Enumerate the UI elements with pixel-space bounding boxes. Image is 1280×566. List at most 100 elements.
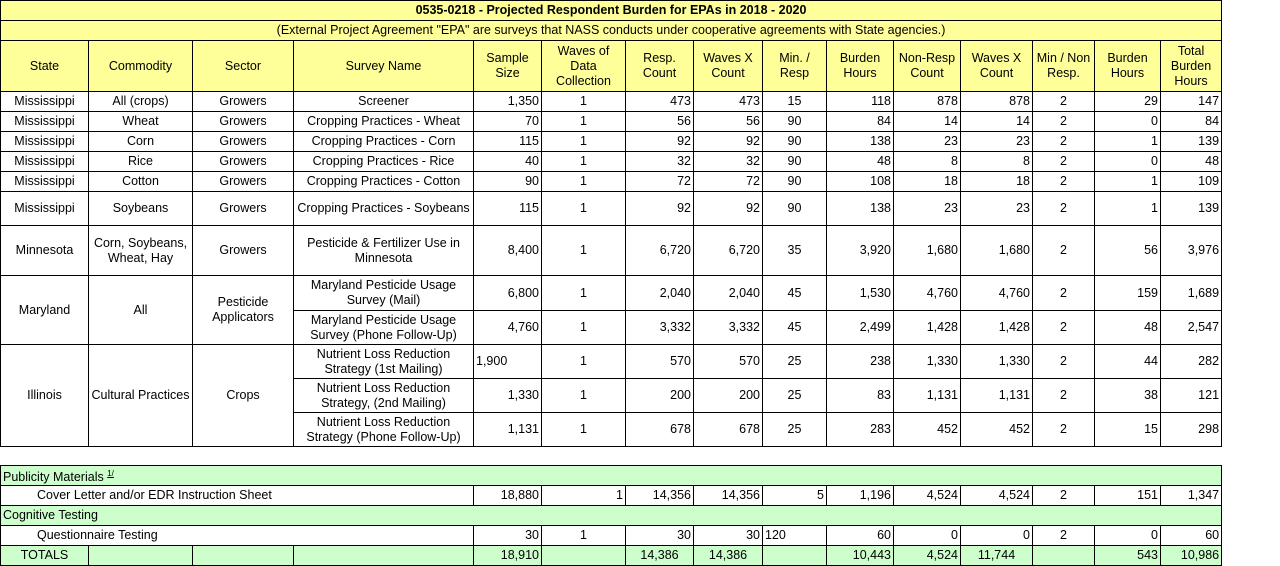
- table-row: Mississippi Soybeans Growers Cropping Pract…: [0, 191, 1223, 226]
- column-header: Burden Hours: [826, 40, 894, 92]
- cell-sample-size: 40: [473, 151, 542, 172]
- cell-state: Mississippi: [0, 171, 89, 192]
- cell-waves-x-count: 4,760: [960, 275, 1033, 311]
- cell-burden-hours: 15: [1094, 412, 1161, 447]
- cell-non-resp-count: 8: [893, 151, 961, 172]
- cell-total-burden-hours: 282: [1159, 344, 1223, 379]
- cell-waves-of-data-collection: 1: [541, 91, 626, 112]
- cell-value: 2: [1032, 485, 1095, 507]
- cell-waves-x-count: 14: [960, 111, 1033, 132]
- cell-burden-hours: 118: [826, 91, 894, 112]
- cell-waves-x-count: 8: [960, 151, 1033, 172]
- cell-value: 14,356: [693, 485, 763, 507]
- cell-waves-x-count: 32: [693, 151, 763, 172]
- cell-waves-x-count: 6,720: [693, 225, 763, 276]
- section-label: Cognitive Testing: [0, 505, 1223, 527]
- cell-value: 4,524: [960, 485, 1033, 507]
- cell-survey-name: Pesticide & Fertilizer Use in Minnesota: [293, 225, 474, 276]
- cell-survey-name: Screener: [293, 91, 474, 112]
- cell-burden-hours: 83: [826, 378, 894, 413]
- cell-non-resp-count: 23: [893, 191, 961, 226]
- cell-commodity: Cultural Practices: [88, 344, 193, 447]
- cell-value: 0: [893, 525, 961, 547]
- cell-survey-name: Nutrient Loss Reduction Strategy (1st Ma…: [293, 344, 474, 379]
- cell-total-burden-hours: 84: [1159, 111, 1223, 132]
- cell-total-burden-hours: 109: [1159, 171, 1223, 192]
- cell-burden-hours: 0: [1094, 111, 1161, 132]
- cell-value: 1: [541, 525, 626, 547]
- table-row: Mississippi Corn Growers Cropping Practices…: [0, 131, 1223, 152]
- cell-waves-of-data-collection: 1: [541, 275, 626, 311]
- cell-burden-hours: 138: [826, 131, 894, 152]
- table-row: Questionnaire Testing 30 1 30 30 120 60 0 0 2 0 60: [0, 525, 1223, 547]
- cell-non-resp-count: 4,760: [893, 275, 961, 311]
- cell-value: 30: [693, 525, 763, 547]
- cell-resp-count: 56: [625, 111, 694, 132]
- cell-resp-count: 2,040: [625, 275, 694, 311]
- cell-total-burden-hours: 139: [1159, 191, 1223, 226]
- cell-sample-size: 6,800: [473, 275, 542, 311]
- cell-value: 30: [473, 525, 542, 547]
- cell-non-resp-count: 1,428: [893, 310, 961, 345]
- cell-resp-count: 6,720: [625, 225, 694, 276]
- cell-survey-name: Maryland Pesticide Usage Survey (Mail): [293, 275, 474, 311]
- cell-burden-hours: 56: [1094, 225, 1161, 276]
- cell-non-resp-count: 1,330: [893, 344, 961, 379]
- header-row: State Commodity Sector Survey Name Sample Si…: [0, 40, 1223, 92]
- cell-non-resp-count: 18: [893, 171, 961, 192]
- cell-burden-hours: 1: [1094, 131, 1161, 152]
- table-row: Mississippi Cotton Growers Cropping Practic…: [0, 171, 1223, 192]
- cell-burden-hours: 38: [1094, 378, 1161, 413]
- cell-sector: Pesticide Applicators: [192, 275, 294, 345]
- cell-min-non-resp: 2: [1032, 191, 1095, 226]
- cell-sample-size: 1,330: [473, 378, 542, 413]
- cell-resp-count: 473: [625, 91, 694, 112]
- cell-non-resp-count: 23: [893, 131, 961, 152]
- cell-total-burden-hours: 48: [1159, 151, 1223, 172]
- cell-value: 4,524: [893, 485, 961, 507]
- table-title: 0535-0218 - Projected Respondent Burden …: [0, 0, 1223, 21]
- column-header: Sample Size: [473, 40, 542, 92]
- cell-sample-size: 8,400: [473, 225, 542, 276]
- cell-min-non-resp: 2: [1032, 131, 1095, 152]
- totals-value: 10,443: [826, 545, 894, 566]
- cell-min-non-resp: 2: [1032, 151, 1095, 172]
- cell-sample-size: 1,350: [473, 91, 542, 112]
- cell-survey-name: Nutrient Loss Reduction Strategy (Phone …: [293, 412, 474, 447]
- cell-min-non-resp: 2: [1032, 91, 1095, 112]
- cell-waves-x-count: 92: [693, 191, 763, 226]
- cell-waves-x-count: 2,040: [693, 275, 763, 311]
- cell-waves-of-data-collection: 1: [541, 412, 626, 447]
- column-header: Waves X Count: [960, 40, 1033, 92]
- column-header: Resp. Count: [625, 40, 694, 92]
- section-row: Cognitive Testing: [0, 505, 1223, 527]
- cell-non-resp-count: 1,680: [893, 225, 961, 276]
- cell-sample-size: 115: [473, 131, 542, 152]
- cell-total-burden-hours: 121: [1159, 378, 1223, 413]
- cell-min-resp: 90: [762, 171, 827, 192]
- empty-cell: [192, 545, 294, 566]
- cell-waves-x-count: 3,332: [693, 310, 763, 345]
- cell-waves-x-count: 1,680: [960, 225, 1033, 276]
- cell-value: 0: [960, 525, 1033, 547]
- cell-waves-of-data-collection: 1: [541, 131, 626, 152]
- cell-burden-hours: 283: [826, 412, 894, 447]
- cell-burden-hours: 2,499: [826, 310, 894, 345]
- column-header: Sector: [192, 40, 294, 92]
- cell-sample-size: 70: [473, 111, 542, 132]
- cell-sector: Growers: [192, 91, 294, 112]
- cell-min-resp: 25: [762, 412, 827, 447]
- cell-waves-of-data-collection: 1: [541, 344, 626, 379]
- cell-burden-hours: 1,530: [826, 275, 894, 311]
- cell-commodity: Corn, Soybeans, Wheat, Hay: [88, 225, 193, 276]
- cell-resp-count: 570: [625, 344, 694, 379]
- cell-burden-hours: 29: [1094, 91, 1161, 112]
- cell-burden-hours: 108: [826, 171, 894, 192]
- cell-min-resp: 25: [762, 344, 827, 379]
- summary-table: Publicity Materials 1/Cover Letter and/o…: [0, 464, 1223, 566]
- table-row: Mississippi Rice Growers Cropping Practices…: [0, 151, 1223, 172]
- cell-waves-x-count: 1,131: [960, 378, 1033, 413]
- section-label: Publicity Materials 1/: [0, 464, 1223, 487]
- cell-waves-of-data-collection: 1: [541, 225, 626, 276]
- cell-total-burden-hours: 298: [1159, 412, 1223, 447]
